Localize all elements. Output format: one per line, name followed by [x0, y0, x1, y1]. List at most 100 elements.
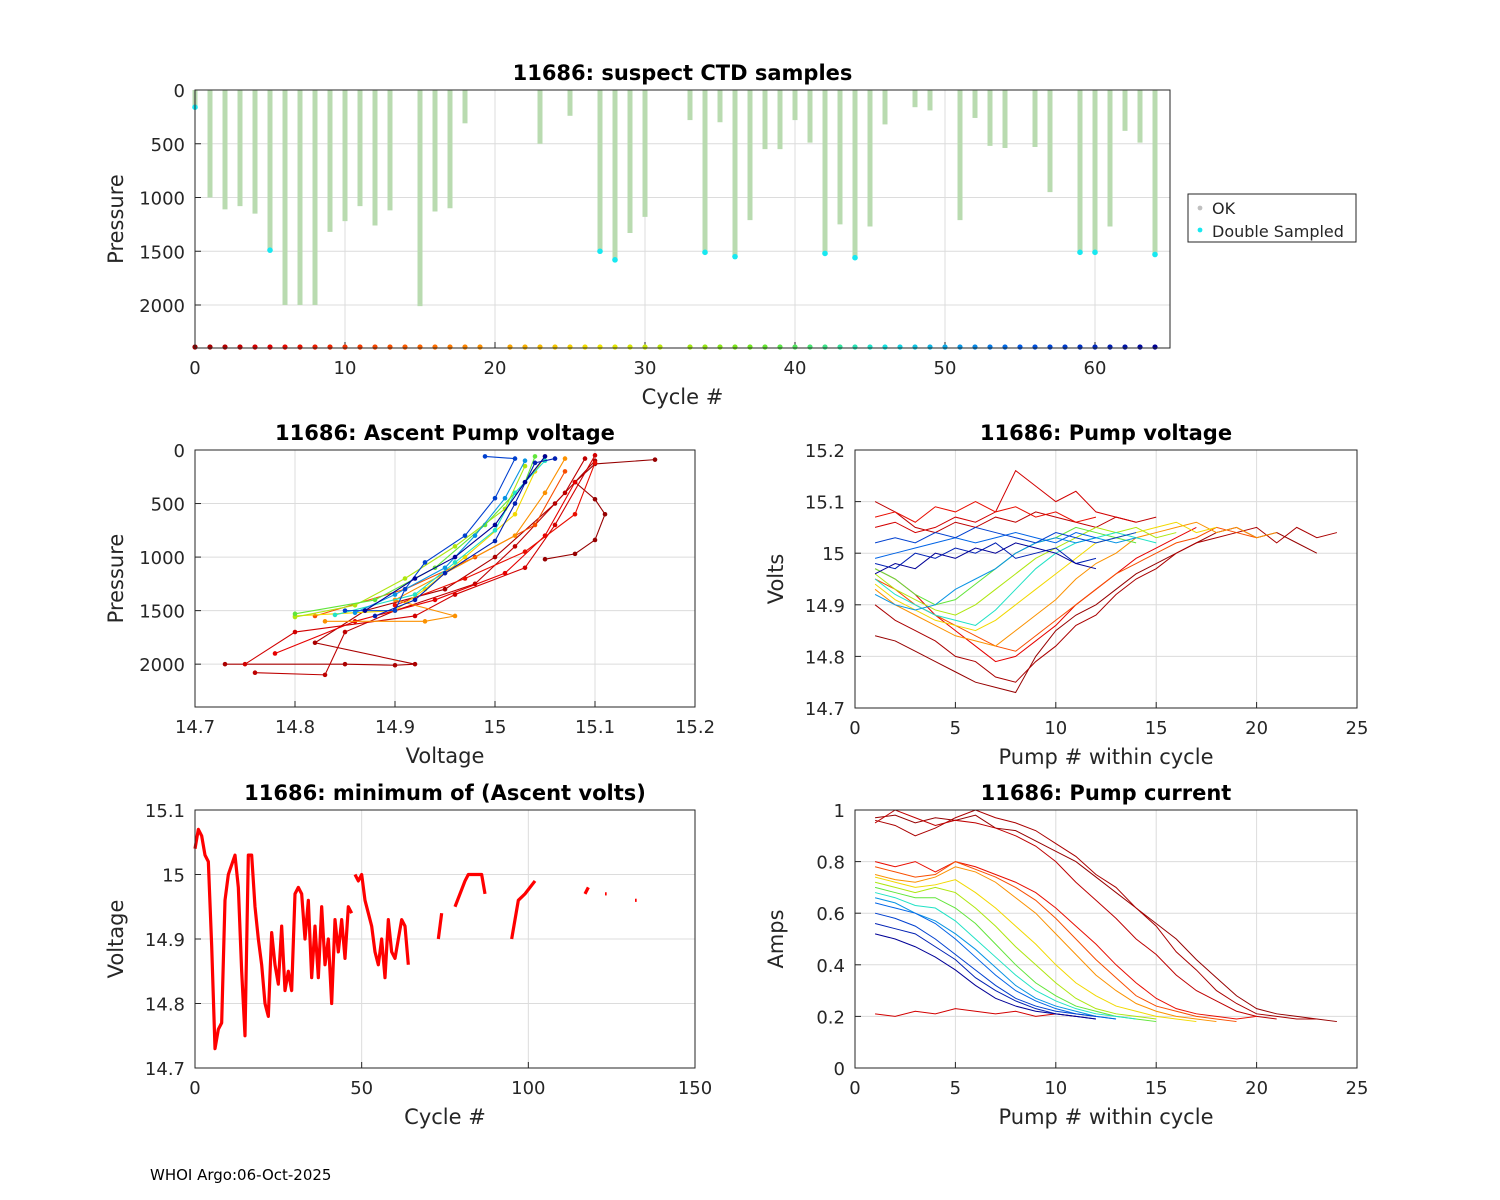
ascent-point — [442, 570, 448, 576]
cycle-marker-48 — [912, 344, 918, 350]
ascent-point — [352, 610, 358, 616]
ascent-point — [242, 661, 248, 667]
chart-minv: 0 50 100 150 14.7 14.8 14.9 15 15.1 11686: minimu… — [104, 781, 712, 1129]
x-tick-label: 0 — [849, 1078, 860, 1099]
cycle-marker-27 — [597, 344, 603, 350]
chart-ctd: 0 10 20 30 40 50 60 0 500 1000 1500 2000 11686: susp… — [104, 61, 1357, 409]
cycle-marker-36 — [732, 344, 738, 350]
ascent-point — [392, 608, 398, 613]
x-tick-label: 0 — [849, 718, 860, 739]
ascent-point — [312, 640, 318, 646]
ascent-point — [532, 522, 538, 528]
ascent-point — [392, 592, 398, 597]
min-voltage-segment-4 — [510, 879, 537, 940]
cycle-marker-24 — [552, 344, 558, 350]
plot-area — [855, 450, 1357, 708]
cycle-marker-38 — [762, 344, 768, 350]
cycle-marker-51 — [957, 344, 963, 350]
pump-current-series-10 — [874, 892, 1137, 1020]
ascent-point — [512, 544, 518, 549]
pump-voltage-series-3 — [874, 469, 1137, 534]
cycle-marker-41 — [807, 344, 813, 350]
cycle-marker-57 — [1047, 344, 1053, 350]
ascent-point — [372, 613, 378, 619]
y-axis-label: Volts — [764, 554, 788, 605]
plot-area — [855, 810, 1357, 1068]
cycle-marker-42 — [822, 344, 828, 350]
y-axis-label: Voltage — [104, 900, 128, 979]
x-tick-label: 20 — [484, 358, 507, 379]
x-tick-label: 50 — [934, 358, 957, 379]
ascent-point — [592, 496, 598, 502]
cycle-marker-3 — [237, 344, 243, 350]
cycle-marker-8 — [312, 344, 318, 350]
ascent-point — [492, 495, 498, 501]
cycle-marker-43 — [837, 344, 843, 350]
cycle-marker-7 — [297, 344, 303, 350]
x-tick-label: 20 — [1245, 718, 1268, 739]
y-tick-label: 15 — [822, 544, 845, 565]
axes-frame — [854, 449, 1358, 709]
y-tick-label: 15 — [162, 866, 185, 887]
plot-marks — [193, 827, 637, 1051]
cycle-marker-33 — [687, 344, 693, 350]
y-tick-label: 15.1 — [805, 493, 845, 514]
y-tick-label: 15.2 — [805, 441, 845, 462]
ascent-point — [442, 565, 448, 571]
cycle-marker-39 — [777, 344, 783, 350]
ascent-point — [412, 613, 418, 619]
ascent-profile-4 — [274, 481, 576, 654]
legend-ok-marker — [1197, 205, 1203, 211]
cycle-marker-47 — [897, 344, 903, 350]
axes-frame — [854, 809, 1358, 1069]
y-tick-label: 0.6 — [816, 904, 845, 925]
y-tick-label: 14.9 — [805, 596, 845, 617]
cycle-marker-15 — [417, 344, 423, 350]
ascent-point — [542, 533, 548, 538]
ascent-point — [492, 554, 498, 560]
cycle-marker-9 — [327, 344, 333, 350]
ascent-point — [362, 608, 368, 613]
x-tick-label: 25 — [1346, 718, 1369, 739]
chart-title: 11686: Ascent Pump voltage — [275, 421, 615, 445]
chart-ascent: 14.7 14.8 14.9 15 15.1 15.2 0 500 1000 1500 2000 11… — [104, 421, 715, 768]
pump-voltage-series-8 — [874, 521, 1217, 632]
ascent-point — [522, 479, 528, 485]
plot-marks — [192, 90, 1158, 350]
cycle-marker-59 — [1077, 344, 1083, 350]
ascent-profile-15 — [364, 456, 546, 612]
cycle-marker-12 — [372, 344, 378, 350]
ascent-point — [532, 454, 538, 459]
min-voltage-segment-5 — [583, 886, 590, 895]
x-tick-label: 20 — [1245, 1078, 1268, 1099]
legend-ok-label: OK — [1212, 199, 1236, 218]
ascent-point — [522, 549, 528, 555]
ascent-point — [562, 490, 568, 496]
ascent-point — [392, 662, 398, 668]
pump-current-series-4 — [874, 861, 1257, 1020]
y-tick-label: 2000 — [139, 655, 185, 676]
pump-voltage-series-2 — [874, 501, 1157, 534]
chart-title: 11686: minimum of (Ascent volts) — [244, 781, 646, 805]
cycle-marker-10 — [342, 344, 348, 350]
ascent-profile-9 — [294, 465, 526, 618]
cycle-marker-64 — [1152, 344, 1158, 350]
axes-frame — [194, 809, 696, 1069]
ascent-point — [502, 570, 508, 576]
pump-current-series-9 — [874, 886, 1157, 1023]
double-sampled-point — [1092, 249, 1098, 256]
ascent-point — [432, 597, 438, 603]
y-tick-label: 0.4 — [816, 956, 845, 977]
ascent-point — [462, 533, 468, 538]
plot-area — [195, 90, 1170, 348]
pump-current-series-13 — [874, 912, 1097, 1017]
chart-title: 11686: Pump voltage — [980, 421, 1232, 445]
ascent-point — [592, 453, 598, 458]
cycle-marker-55 — [1017, 344, 1023, 350]
x-tick-label: 15 — [484, 717, 507, 738]
ascent-point — [392, 602, 398, 608]
ascent-point — [512, 456, 518, 461]
ascent-point — [412, 661, 418, 667]
y-axis-label: Pressure — [104, 534, 128, 624]
